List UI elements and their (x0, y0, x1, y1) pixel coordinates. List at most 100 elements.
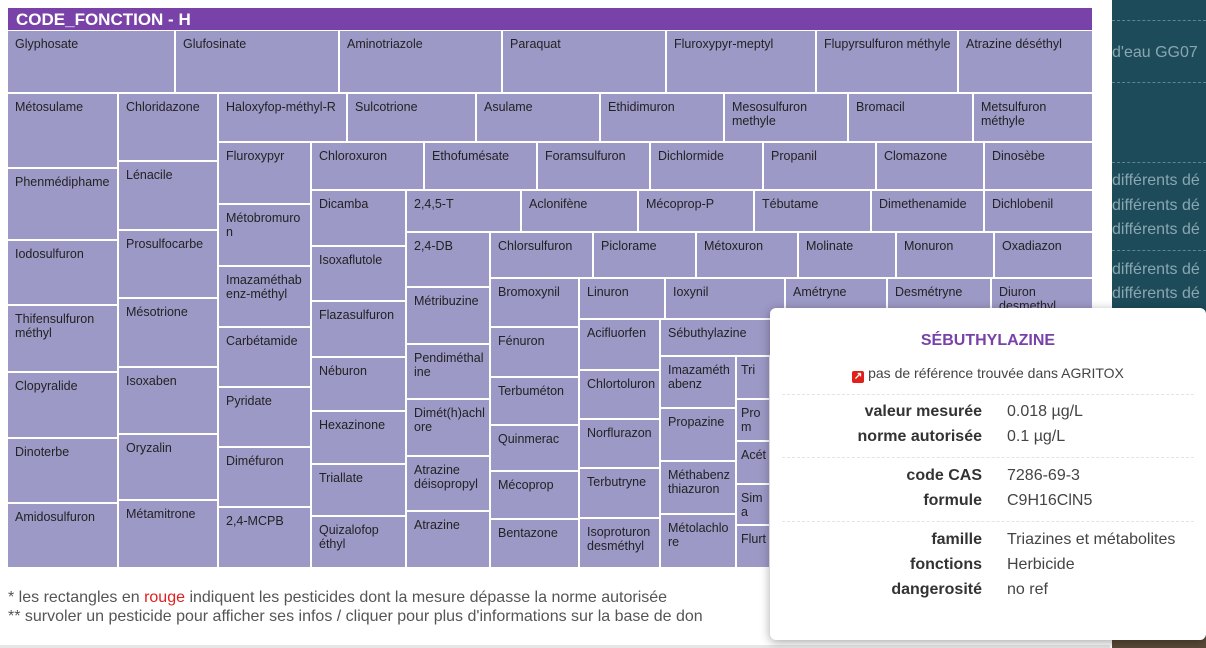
treemap-cell[interactable]: Métribuzine (407, 288, 489, 343)
treemap-cell[interactable]: Diméfuron (219, 448, 310, 506)
treemap-cell[interactable]: Quinmerac (491, 426, 578, 470)
treemap-cell[interactable]: Propanil (764, 143, 875, 189)
treemap-cell[interactable]: Acét (737, 442, 769, 483)
treemap-cell[interactable]: Clomazone (877, 143, 983, 189)
treemap-cell[interactable]: Thifensulfuron méthyl (8, 306, 117, 371)
treemap-cell[interactable]: Foramsulfuron (538, 143, 649, 189)
treemap-cell[interactable]: Haloxyfop-méthyl-R (219, 94, 346, 141)
treemap-cell[interactable]: Terbuméton (491, 378, 578, 424)
treemap-cell[interactable]: Néburon (312, 358, 405, 410)
treemap-cell[interactable]: Ioxynil (666, 279, 784, 318)
treemap-cell[interactable]: Phenmédiphame (8, 169, 117, 239)
treemap-cell[interactable]: Molinate (799, 233, 895, 277)
treemap-cell[interactable]: Terbutryne (580, 469, 659, 517)
treemap-cell[interactable]: Sima (737, 485, 769, 524)
treemap-cell[interactable]: Flurt (737, 526, 769, 567)
treemap-cell[interactable]: Fluroxypyr-meptyl (667, 31, 815, 92)
treemap-cell[interactable]: Ethidimuron (601, 94, 723, 141)
treemap-cell[interactable]: Dichlormide (651, 143, 762, 189)
agritox-link[interactable]: ↗ pas de référence trouvée dans AGRITOX (770, 365, 1206, 383)
treemap-cell[interactable]: Dicamba (312, 191, 405, 245)
row-value: C9H16ClN5 (1007, 492, 1093, 509)
treemap-cell[interactable]: Méthabenzthiazuron (661, 462, 735, 513)
treemap-cell[interactable]: Isoxaflutole (312, 247, 405, 300)
row-label: famille (931, 531, 982, 548)
agritox-link-text: pas de référence trouvée dans AGRITOX (868, 365, 1124, 381)
treemap-cell[interactable]: Aclonifène (522, 191, 637, 231)
treemap-cell[interactable]: Dichlobenil (985, 191, 1092, 231)
treemap-cell[interactable]: Mécoprop (491, 472, 578, 518)
row-norme: norme autorisée 0.1 µg/L (770, 428, 1206, 452)
treemap-cell[interactable]: 2,4-DB (407, 233, 489, 286)
side-text: différents dé (1112, 261, 1200, 278)
treemap-cell[interactable]: Métobromuron (219, 205, 310, 265)
treemap-cell[interactable]: Paraquat (503, 31, 665, 92)
treemap-cell[interactable]: Clopyralide (8, 373, 117, 437)
treemap-cell[interactable]: Hexazinone (312, 412, 405, 463)
treemap-cell[interactable]: Dinoterbe (8, 439, 117, 502)
treemap-cell[interactable]: Métolachlore (661, 515, 735, 567)
treemap-cell[interactable]: Isoproturon desméthyl (580, 519, 659, 567)
treemap-cell[interactable]: Acifluorfen (580, 320, 659, 369)
treemap-cell[interactable]: Asulame (477, 94, 599, 141)
treemap-cell[interactable]: Métosulame (8, 94, 117, 167)
treemap-cell[interactable]: Métoxuron (697, 233, 797, 277)
treemap-cell[interactable]: Fluroxypyr (219, 143, 310, 203)
note-text: * les rectangles en (8, 589, 145, 606)
treemap-cell[interactable]: Triallate (312, 465, 405, 515)
treemap-cell[interactable]: Fénuron (491, 328, 578, 376)
treemap-cell[interactable]: Iodosulfuron (8, 241, 117, 304)
treemap-cell[interactable]: Imazaméthabenz-méthyl (219, 267, 310, 326)
side-text: d'eau GG07 (1112, 44, 1198, 61)
treemap-cell[interactable]: Mécoprop-P (639, 191, 753, 231)
treemap-cell[interactable]: Dinosèbe (985, 143, 1092, 189)
treemap-cell[interactable]: Oryzalin (119, 435, 217, 499)
treemap-cell[interactable]: Bentazone (491, 520, 578, 567)
treemap-cell[interactable]: Atrazine déisopropyl (407, 457, 489, 510)
treemap-cell[interactable]: Mesosulfuron methyle (725, 94, 847, 141)
treemap-cell[interactable]: Atrazine (407, 512, 489, 567)
treemap-cell[interactable]: Flazasulfuron (312, 302, 405, 356)
treemap-cell[interactable]: Carbétamide (219, 328, 310, 386)
treemap-cell[interactable]: Bromacil (849, 94, 972, 141)
treemap-cell[interactable]: 2,4-MCPB (219, 508, 310, 567)
treemap-cell[interactable]: Flupyrsulfuron méthyle (817, 31, 957, 92)
row-value: Triazines et métabolites (1007, 531, 1176, 548)
treemap-cell[interactable]: Aminotriazole (340, 31, 501, 92)
treemap-cell[interactable]: Quizalofop éthyl (312, 517, 405, 567)
treemap-cell[interactable]: Chloridazone (119, 94, 217, 160)
treemap-cell[interactable]: Métamitrone (119, 501, 217, 567)
treemap-cell[interactable]: Amidosulfuron (8, 504, 117, 567)
treemap-cell[interactable]: Monuron (897, 233, 993, 277)
treemap-cell[interactable]: Lénacile (119, 162, 217, 229)
row-value: 0.1 µg/L (1007, 428, 1066, 445)
treemap-cell[interactable]: Dimét(h)achlore (407, 400, 489, 455)
treemap-cell[interactable]: Dimethenamide (872, 191, 983, 231)
treemap-cell[interactable]: Pendiméthaline (407, 345, 489, 398)
treemap-cell[interactable]: Pyridate (219, 388, 310, 446)
treemap-cell[interactable]: Mésotrione (119, 299, 217, 366)
treemap-cell[interactable]: Chlorsulfuron (491, 233, 592, 277)
treemap-cell[interactable]: Piclorame (594, 233, 695, 277)
treemap-cell[interactable]: Prosulfocarbe (119, 231, 217, 297)
treemap-cell[interactable]: Prom (737, 400, 769, 440)
treemap-cell[interactable]: Tri (737, 357, 769, 398)
treemap-cell[interactable]: Chloroxuron (312, 143, 423, 189)
treemap-cell[interactable]: Tébutame (755, 191, 870, 231)
treemap-cell[interactable]: Oxadiazon (995, 233, 1092, 277)
treemap-cell[interactable]: Bromoxynil (491, 279, 578, 326)
pesticide-tooltip: SÉBUTHYLAZINE ↗ pas de référence trouvée … (770, 308, 1206, 640)
treemap-cell[interactable]: Sulcotrione (348, 94, 475, 141)
treemap-cell[interactable]: Imazaméthabenz (661, 357, 735, 407)
treemap-cell[interactable]: Glufosinate (176, 31, 338, 92)
treemap-cell[interactable]: Norflurazon (580, 420, 659, 467)
treemap-cell[interactable]: Atrazine déséthyl (959, 31, 1092, 92)
treemap-cell[interactable]: Propazine (661, 409, 735, 460)
treemap-cell[interactable]: Chlortoluron (580, 371, 659, 418)
treemap-cell[interactable]: Metsulfuron méthyle (974, 94, 1092, 141)
treemap-cell[interactable]: Linuron (580, 279, 664, 318)
treemap-cell[interactable]: Glyphosate (8, 31, 174, 92)
treemap-cell[interactable]: 2,4,5-T (407, 191, 520, 231)
treemap-cell[interactable]: Isoxaben (119, 368, 217, 433)
treemap-cell[interactable]: Ethofumésate (425, 143, 536, 189)
